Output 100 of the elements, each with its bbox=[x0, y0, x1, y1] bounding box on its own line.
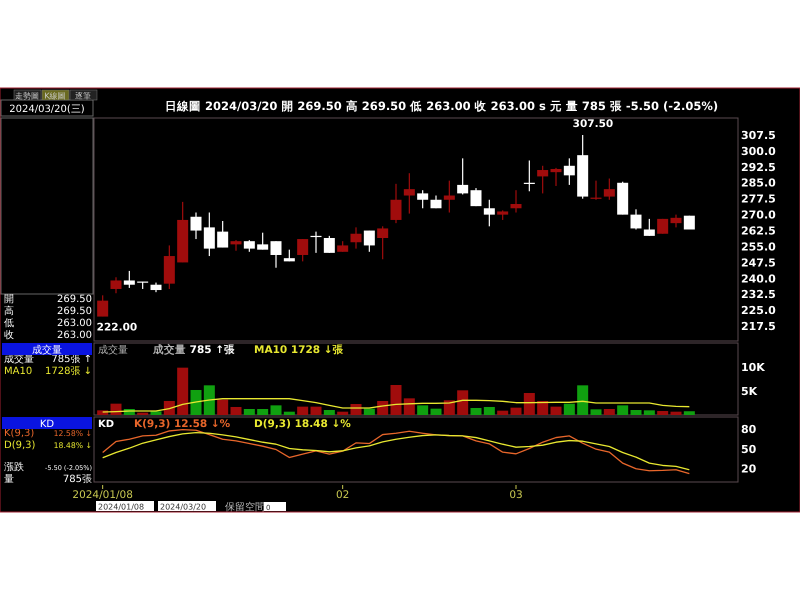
candlestick bbox=[230, 240, 242, 252]
category-label: 開 bbox=[4, 294, 14, 305]
candlestick bbox=[284, 249, 295, 262]
series-label: K(9,3) bbox=[134, 418, 170, 430]
candlestick bbox=[457, 158, 468, 196]
series-label: 成交量 bbox=[152, 343, 186, 356]
y-tick-label: 10K bbox=[741, 360, 766, 374]
text: 263.00 bbox=[57, 318, 92, 329]
y-tick-label: 240.0 bbox=[741, 272, 776, 286]
bar bbox=[190, 390, 202, 415]
candlestick bbox=[97, 294, 108, 318]
candlestick bbox=[484, 199, 495, 227]
candlestick bbox=[244, 240, 255, 252]
candlestick bbox=[630, 208, 642, 230]
bar bbox=[270, 405, 282, 415]
bar bbox=[417, 405, 428, 415]
y-tick-label: 50 bbox=[741, 442, 757, 456]
y-tick-label: 270.0 bbox=[741, 208, 776, 222]
category-label: 漲跌 bbox=[4, 461, 24, 473]
bar bbox=[377, 400, 388, 415]
candlestick bbox=[497, 210, 508, 221]
bar bbox=[644, 410, 655, 415]
bar bbox=[670, 412, 682, 415]
text: 2024/01/08 bbox=[98, 502, 144, 512]
text: 走勢圖 bbox=[15, 92, 39, 100]
text: 785張 bbox=[62, 474, 92, 485]
bar bbox=[310, 406, 322, 415]
chart-title: 日線圖 2024/03/20 開 269.50 高 269.50 低 263.00 收 263.00 s 元 量 785 張 -5.50 (-2.05%) bbox=[165, 99, 718, 113]
bar bbox=[390, 385, 402, 415]
candlestick bbox=[537, 165, 548, 194]
text: 269.50 bbox=[57, 294, 92, 305]
bar bbox=[244, 409, 255, 415]
bar bbox=[577, 385, 588, 415]
chart-title: 成交量 bbox=[98, 344, 128, 356]
bar bbox=[657, 411, 668, 415]
y-tick-label: 232.5 bbox=[741, 288, 776, 302]
bar bbox=[510, 408, 522, 415]
bar bbox=[177, 368, 188, 415]
bar bbox=[150, 411, 162, 415]
bar bbox=[297, 406, 308, 415]
candlestick bbox=[417, 190, 428, 209]
series-label: D(9,3) bbox=[254, 418, 291, 430]
bar bbox=[430, 408, 442, 415]
candlestick bbox=[390, 183, 402, 224]
bar bbox=[524, 393, 535, 415]
bar bbox=[630, 410, 642, 415]
candlestick bbox=[564, 158, 575, 186]
category-label: 收 bbox=[4, 330, 14, 341]
candlestick bbox=[150, 282, 162, 293]
text: 成交量 bbox=[32, 344, 62, 356]
text: MA10 bbox=[254, 344, 288, 356]
candlestick bbox=[204, 212, 215, 257]
candlestick bbox=[604, 178, 615, 200]
bar bbox=[230, 406, 242, 415]
category-label: D(9,3) bbox=[4, 440, 36, 451]
text: 263.00 bbox=[57, 330, 92, 341]
category-label: K(9,3) bbox=[4, 428, 34, 439]
x-tick-label: 2024/01/08 bbox=[72, 489, 133, 501]
x-tick-label: 03 bbox=[509, 489, 523, 501]
text: 逐筆 bbox=[75, 92, 91, 100]
text: 保留空間 bbox=[225, 501, 265, 513]
annotation: 307.50 bbox=[572, 118, 614, 130]
bar bbox=[284, 412, 295, 415]
candlestick bbox=[350, 226, 362, 250]
annotation: 222.00 bbox=[96, 322, 138, 334]
y-tick-label: 5K bbox=[741, 384, 758, 398]
candlestick bbox=[444, 180, 455, 214]
bar bbox=[257, 409, 268, 415]
annotation: 18.48 ↓% bbox=[290, 418, 352, 430]
candlestick bbox=[364, 230, 375, 252]
y-tick-label: 277.5 bbox=[741, 192, 776, 206]
bar bbox=[604, 409, 615, 415]
category-label: MA10 bbox=[4, 366, 32, 377]
x-tick-label: 02 bbox=[336, 489, 350, 501]
y-tick-label: 217.5 bbox=[741, 320, 776, 334]
chart-title: KD bbox=[98, 419, 114, 430]
candlestick bbox=[297, 238, 308, 262]
text: 2024/03/20 bbox=[160, 502, 206, 512]
y-tick-label: 285.0 bbox=[741, 176, 776, 190]
y-tick-label: 262.5 bbox=[741, 224, 776, 238]
annotation: 785 ↑張 bbox=[186, 344, 236, 356]
candlestick bbox=[590, 180, 602, 200]
bar bbox=[457, 390, 468, 415]
y-tick-label: 225.0 bbox=[741, 304, 776, 318]
text: K線圖 bbox=[44, 92, 66, 100]
y-tick-label: 20 bbox=[741, 462, 757, 476]
bar bbox=[337, 412, 348, 415]
y-tick-label: 247.5 bbox=[741, 256, 776, 270]
annotation: 1728 ↓張 bbox=[287, 344, 345, 356]
bar bbox=[550, 406, 562, 415]
candlestick bbox=[217, 220, 228, 248]
candlestick bbox=[257, 232, 268, 250]
candlestick bbox=[684, 215, 695, 230]
candlestick bbox=[270, 240, 282, 268]
bar bbox=[564, 404, 575, 415]
y-tick-label: 80 bbox=[741, 422, 757, 436]
line-series bbox=[102, 398, 690, 413]
category-label: 低 bbox=[4, 318, 14, 329]
bar bbox=[537, 400, 548, 415]
bar bbox=[404, 398, 415, 415]
